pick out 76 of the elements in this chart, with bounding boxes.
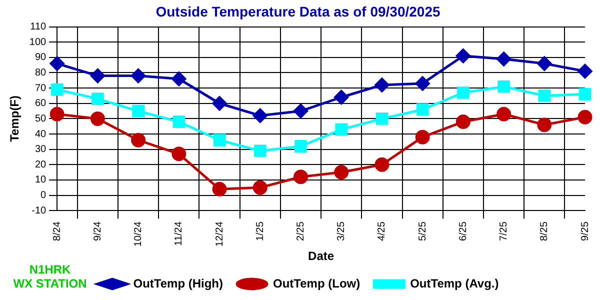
point (334, 165, 349, 180)
y-tick-label: 20 (34, 159, 47, 170)
point (212, 182, 227, 196)
point (90, 111, 105, 126)
point (578, 64, 592, 78)
legend-label: OutTemp (Avg.) (410, 276, 499, 290)
point (538, 90, 551, 102)
legend-label: OutTemp (High) (133, 276, 224, 290)
point (252, 108, 268, 123)
point (376, 112, 388, 125)
x-tick-label: 8/24 (52, 221, 63, 242)
point (294, 140, 307, 152)
y-tick-label: 0 (40, 190, 47, 202)
x-tick-label: 12/24 (214, 221, 226, 247)
x-tick-label: 10/24 (133, 221, 144, 247)
point (415, 130, 430, 144)
y-tick-label: 60 (34, 98, 47, 110)
chart-title: Outside Temperature Data as of 09/30/2025 (156, 3, 440, 20)
x-tick-label: 1/25 (254, 221, 266, 242)
point (252, 180, 268, 195)
point (90, 68, 105, 84)
point (131, 132, 146, 148)
point (415, 76, 430, 91)
y-axis-title: Temp(F) (8, 95, 22, 142)
y-tick-label: 50 (34, 113, 47, 124)
point (374, 157, 390, 172)
point (416, 103, 429, 116)
y-tick-label: 30 (34, 144, 47, 156)
point (293, 170, 308, 184)
point (456, 114, 470, 129)
x-tick-label: 3/25 (336, 221, 348, 242)
x-axis-title: Date (308, 249, 334, 264)
point (335, 123, 348, 136)
point (91, 92, 104, 105)
point (254, 144, 266, 158)
point (131, 68, 146, 84)
point (537, 56, 552, 71)
y-tick-label: 10 (34, 174, 47, 186)
point (212, 96, 227, 111)
y-tick-label: 70 (34, 82, 47, 94)
point (50, 56, 64, 71)
point (456, 86, 470, 99)
point (374, 78, 390, 92)
point (213, 134, 226, 146)
point (334, 90, 349, 104)
x-tick-label: 6/25 (458, 221, 469, 242)
point (172, 146, 186, 162)
x-tick-label: 4/25 (376, 221, 388, 242)
x-tick-label: 11/24 (174, 221, 185, 246)
point (578, 88, 592, 100)
x-tick-label: 9/24 (92, 221, 104, 242)
point (496, 106, 512, 122)
x-tick-label: 8/25 (539, 221, 550, 242)
text: WX STATION (13, 276, 87, 290)
x-tick-label: 9/25 (580, 221, 591, 242)
point (132, 104, 144, 118)
x-tick-label: 5/25 (417, 221, 428, 242)
point (293, 104, 308, 118)
y-tick-label: 90 (34, 52, 47, 64)
point (172, 72, 186, 86)
point (537, 118, 552, 132)
point (578, 110, 592, 124)
text: N1HRK (29, 262, 71, 276)
point (50, 106, 64, 122)
y-tick-label: -10 (32, 205, 47, 216)
y-tick-label: 100 (29, 36, 47, 48)
y-tick-label: 110 (30, 22, 47, 33)
x-tick-label: 7/25 (498, 221, 510, 242)
legend-label: OutTemp (Low) (273, 276, 360, 290)
y-tick-label: 40 (34, 128, 47, 140)
point (456, 48, 470, 64)
x-tick-label: 2/25 (295, 221, 306, 242)
y-tick-label: 80 (34, 67, 47, 78)
point (498, 80, 510, 93)
point (172, 116, 186, 128)
point (496, 52, 512, 66)
